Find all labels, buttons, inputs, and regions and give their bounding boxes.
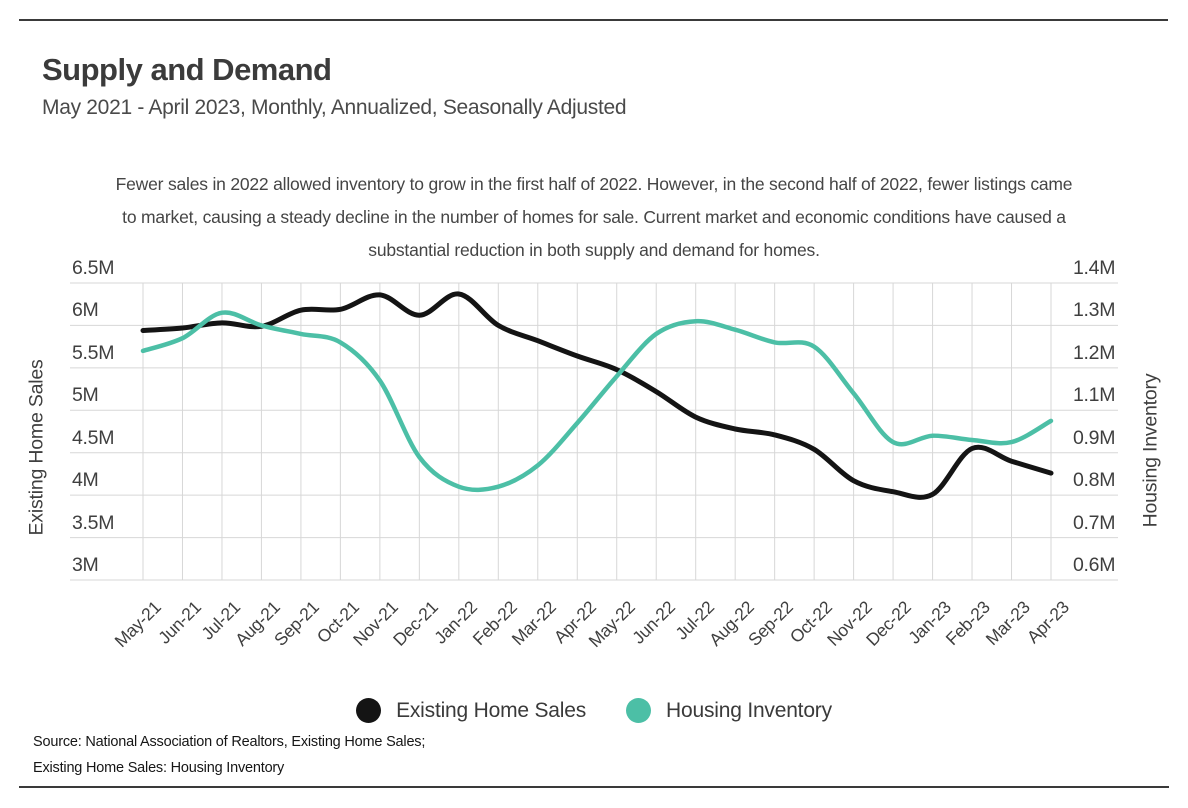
x-tick-label: Mar-23	[981, 597, 1034, 650]
x-tick-label: Feb-22	[468, 597, 521, 650]
bottom-divider	[19, 786, 1169, 788]
x-tick-label: Jun-22	[627, 597, 679, 648]
right-tick-label: 1.3M	[1073, 299, 1116, 322]
left-tick-label: 5M	[72, 384, 99, 407]
left-axis-title: Existing Home Sales	[25, 359, 48, 536]
left-tick-label: 3.5M	[72, 511, 115, 534]
x-tick-label: May-21	[111, 597, 166, 652]
right-tick-label: 0.9M	[1073, 426, 1116, 449]
x-tick-label: Apr-23	[1023, 597, 1074, 648]
x-tick-label: Jun-21	[153, 597, 205, 648]
left-tick-label: 6M	[72, 299, 99, 322]
top-divider	[19, 19, 1168, 21]
page-subtitle: May 2021 - April 2023, Monthly, Annualiz…	[42, 96, 627, 119]
inventory-line	[140, 310, 1054, 493]
right-tick-label: 1.1M	[1073, 384, 1116, 407]
left-tick-label: 5.5M	[72, 341, 115, 364]
right-tick-label: 1.4M	[1073, 257, 1116, 279]
right-axis-title: Housing Inventory	[1139, 373, 1162, 528]
legend-item-housing-inventory: Housing Inventory	[626, 698, 832, 723]
legend-label: Housing Inventory	[666, 698, 832, 722]
left-tick-label: 6.5M	[72, 257, 115, 279]
source-attribution-line-1: Source: National Association of Realtors…	[33, 734, 426, 750]
legend-item-existing-home-sales: Existing Home Sales	[356, 698, 586, 723]
x-tick-label: Feb-23	[942, 597, 995, 650]
right-tick-label: 0.7M	[1073, 511, 1116, 534]
left-tick-label: 4.5M	[72, 426, 115, 449]
right-tick-label: 1.2M	[1073, 341, 1116, 364]
page-title: Supply and Demand	[42, 52, 332, 87]
chart-annotation: Fewer sales in 2022 allowed inventory to…	[115, 174, 1073, 260]
left-tick-label: 4M	[72, 469, 99, 492]
x-tick-label: Dec-21	[388, 597, 442, 650]
right-tick-label: 0.8M	[1073, 469, 1116, 492]
right-tick-label: 0.6M	[1073, 553, 1116, 576]
source-attribution-line-2: Existing Home Sales: Housing Inventory	[33, 760, 285, 776]
sales-legend-dot-icon	[356, 698, 382, 723]
x-tick-label: Mar-22	[507, 597, 560, 650]
sales-line	[140, 291, 1054, 500]
chart-legend: Existing Home Sales Housing Inventory	[0, 698, 1188, 723]
left-tick-label: 3M	[72, 553, 99, 576]
inventory-legend-dot-icon	[626, 698, 652, 723]
legend-label: Existing Home Sales	[396, 698, 587, 722]
